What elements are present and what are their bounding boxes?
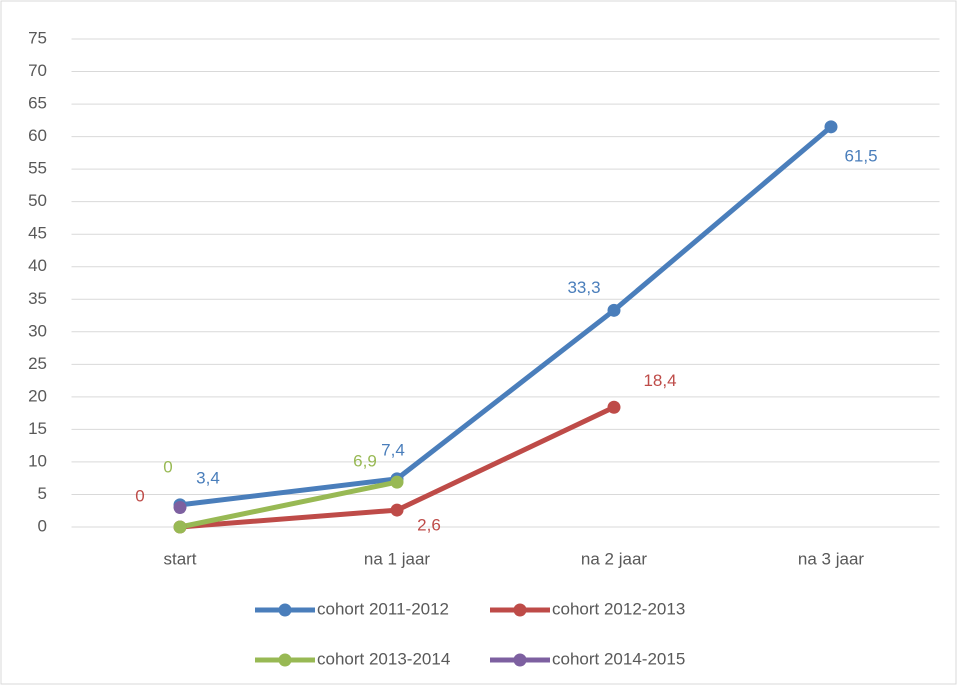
legend-label: cohort 2011-2012 xyxy=(317,599,449,618)
series-line xyxy=(177,479,400,530)
legend-label: cohort 2014-2015 xyxy=(552,649,685,668)
legend-marker xyxy=(513,653,527,667)
series-line xyxy=(177,124,834,508)
legend-label: cohort 2013-2014 xyxy=(317,649,450,668)
y-tick-label: 55 xyxy=(28,159,47,178)
y-tick-label: 65 xyxy=(28,94,47,113)
legend-marker xyxy=(278,653,292,667)
data-point xyxy=(607,303,621,317)
data-label: 6,9 xyxy=(353,452,377,471)
x-tick-label: na 1 jaar xyxy=(364,549,430,568)
data-point xyxy=(390,503,404,517)
y-tick-label: 40 xyxy=(28,256,47,275)
y-tick-label: 5 xyxy=(38,484,47,503)
data-point xyxy=(173,520,187,534)
y-tick-label: 60 xyxy=(28,126,47,145)
y-tick-label: 70 xyxy=(28,61,47,80)
legend-label: cohort 2012-2013 xyxy=(552,599,685,618)
x-tick-label: start xyxy=(163,549,196,568)
y-tick-label: 75 xyxy=(28,28,47,47)
data-point xyxy=(390,475,404,489)
y-tick-label: 25 xyxy=(28,354,47,373)
data-point xyxy=(607,400,621,414)
legend-marker xyxy=(513,603,527,617)
x-tick-label: na 3 jaar xyxy=(798,549,864,568)
x-tick-label: na 2 jaar xyxy=(581,549,647,568)
data-label: 2,6 xyxy=(417,516,441,535)
y-tick-label: 15 xyxy=(28,419,47,438)
y-tick-label: 45 xyxy=(28,224,47,243)
y-tick-label: 50 xyxy=(28,191,47,210)
data-label: 0 xyxy=(163,457,172,476)
data-label: 0 xyxy=(135,486,144,505)
legend-marker xyxy=(278,603,292,617)
y-tick-label: 20 xyxy=(28,386,47,405)
data-label: 18,4 xyxy=(643,371,676,390)
data-label: 3,4 xyxy=(196,468,220,487)
data-label: 61,5 xyxy=(844,146,877,165)
y-tick-label: 10 xyxy=(28,451,47,470)
data-point xyxy=(824,120,838,134)
data-label: 7,4 xyxy=(381,440,405,459)
data-label: 33,3 xyxy=(567,278,600,297)
y-tick-label: 0 xyxy=(38,516,47,535)
y-tick-label: 35 xyxy=(28,289,47,308)
y-tick-label: 30 xyxy=(28,321,47,340)
data-point xyxy=(173,500,187,514)
